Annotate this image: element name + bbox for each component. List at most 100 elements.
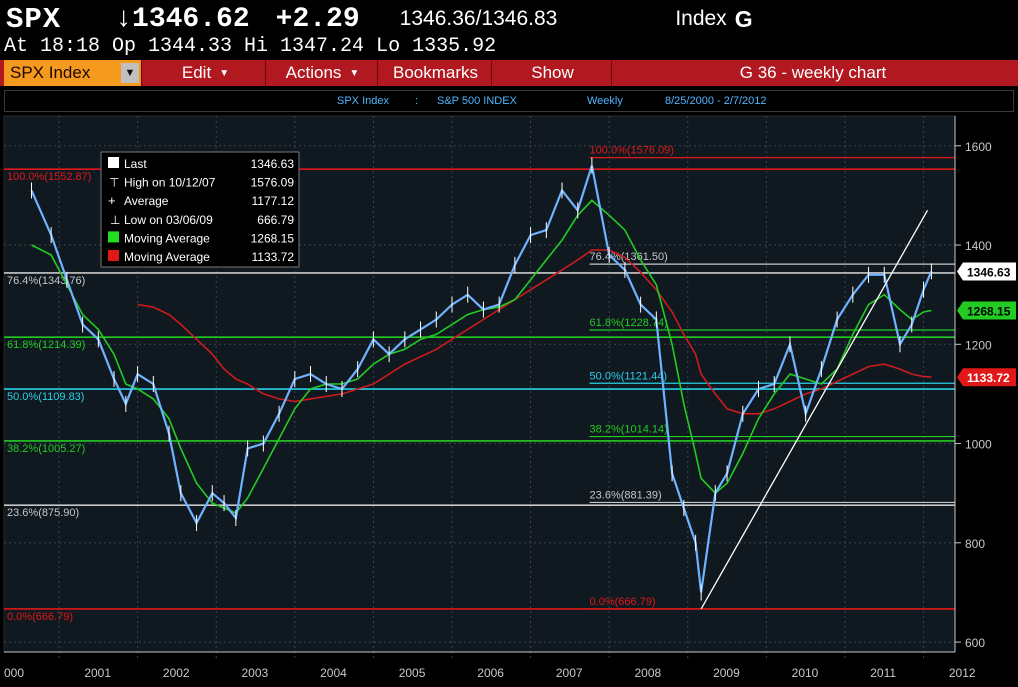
price-tick-label: 1200 (965, 338, 992, 352)
year-tick-label: 2008 (634, 666, 661, 680)
trend-line (700, 209, 929, 610)
value-tag: 1268.15 (957, 301, 1016, 320)
show-menu[interactable]: Show (494, 60, 612, 86)
fib-label-left: 38.2%(1005.27) (7, 443, 85, 455)
security-field-label: SPX Index (10, 63, 91, 82)
value-tag-label: 1133.72 (967, 371, 1010, 385)
fib-label-left: 100.0%(1552.87) (7, 171, 91, 183)
legend-value: 666.79 (257, 213, 294, 227)
fib-label-right: 100.0%(1576.09) (590, 145, 674, 157)
legend-label: Moving Average (124, 231, 210, 245)
legend: Last 1346.63 ⊤ High on 10/12/07 1576.09 + Aver… (100, 151, 300, 268)
security-field[interactable]: SPX Index ▼ (4, 60, 142, 86)
price-tick-label: 800 (965, 537, 985, 551)
fib-label-left: 76.4%(1343.76) (7, 275, 85, 287)
info-name: S&P 500 INDEX (437, 95, 517, 107)
legend-high-icon: ⊤ (109, 176, 119, 190)
show-menu-label: Show (531, 63, 574, 82)
value-tag-bg (957, 368, 1016, 387)
chevron-down-icon: ▼ (349, 67, 360, 79)
legend-value: 1576.09 (251, 176, 295, 190)
session-line: At 18:18 Op 1344.33 Hi 1347.24 Lo 1335.9… (4, 35, 497, 58)
price-change: +2.29 (275, 3, 360, 35)
year-tick-label: 2006 (477, 666, 504, 680)
legend-low-icon: ⊥ (110, 213, 120, 227)
legend-box (100, 151, 300, 268)
chart-title: G 36 - weekly chart (739, 63, 887, 82)
bookmarks-menu-label: Bookmarks (392, 63, 479, 82)
fib-label-right: 50.0%(1121.44) (590, 370, 667, 382)
legend-value: 1177.12 (252, 194, 295, 208)
info-range: 8/25/2000 - 2/7/2012 (665, 95, 767, 107)
fib-label-left: 23.6%(875.90) (7, 507, 79, 519)
legend-value: 1133.72 (252, 250, 295, 264)
price-chart[interactable]: 100.0%(1552.87) 76.4%(1343.76) 61.8%(1214.… (0, 112, 1018, 682)
moving-average-long-line (137, 249, 932, 415)
info-separator: : (415, 95, 419, 107)
year-tick-label: 2012 (949, 666, 976, 680)
chart-svg[interactable]: 100.0%(1552.87) 76.4%(1343.76) 61.8%(1214.… (0, 112, 1018, 682)
price-tick-label: 1600 (965, 140, 992, 154)
legend-swatch (108, 250, 119, 261)
chevron-down-icon: ▼ (219, 67, 230, 79)
quote-header: SPX ↓1346.62 +2.29 1346.36/1346.83 Index… (6, 2, 753, 36)
price-tick-label: 1400 (965, 239, 992, 253)
year-tick-label: 000 (4, 666, 24, 680)
fib-label-left: 50.0%(1109.83) (7, 391, 84, 403)
price-line (30, 165, 933, 593)
value-tag-bg (957, 301, 1016, 320)
year-tick-label: 2005 (399, 666, 426, 680)
value-tag-bg (957, 262, 1016, 281)
info-security: SPX Index (337, 95, 389, 107)
year-tick-label: 2007 (556, 666, 583, 680)
legend-value: 1346.63 (251, 157, 295, 171)
legend-label: High on 10/12/07 (124, 176, 216, 190)
fib-label-left: 0.0%(666.79) (7, 611, 73, 623)
price-axis: 600 800 1000 1200 1400 1600 (954, 116, 992, 652)
type-key: G (734, 5, 753, 32)
bid-ask: 1346.36/1346.83 (399, 7, 558, 30)
legend-swatch (108, 157, 119, 168)
year-tick-label: 2001 (84, 666, 111, 680)
fib-label-left: 61.8%(1214.39) (7, 339, 85, 351)
price-tick-label: 1000 (965, 438, 992, 452)
fib-label-right: 0.0%(666.79) (590, 596, 656, 608)
chart-title-field[interactable]: G 36 - weekly chart (614, 60, 1012, 86)
fib-label-right: 61.8%(1228.74) (590, 317, 668, 329)
actions-menu-label: Actions (285, 63, 342, 82)
value-tag: 1346.63 (957, 262, 1016, 281)
legend-label: Moving Average (124, 250, 210, 264)
legend-label: Last (124, 157, 147, 171)
legend-label: Low on 03/06/09 (124, 213, 213, 227)
legend-average-icon: + (108, 193, 116, 208)
toolbar: SPX Index ▼ Edit ▼ Actions ▼ Bookmarks Sho… (0, 60, 1018, 86)
year-tick-label: 2004 (320, 666, 347, 680)
info-period: Weekly (587, 95, 623, 107)
last-price: ↓1346.62 (115, 3, 250, 35)
moving-average-short-line (31, 199, 932, 514)
security-dropdown-icon[interactable]: ▼ (121, 63, 139, 83)
year-tick-label: 2009 (713, 666, 740, 680)
year-tick-label: 2003 (242, 666, 269, 680)
legend-swatch (108, 231, 119, 243)
edit-menu-label: Edit (181, 63, 212, 82)
price-points (31, 157, 932, 601)
value-tag: 1133.72 (957, 368, 1016, 387)
ticker-symbol: SPX (6, 2, 62, 36)
legend-label: Average (124, 194, 169, 208)
value-tag-label: 1346.63 (967, 266, 1011, 280)
type-label: Index (675, 7, 727, 30)
year-tick-label: 2002 (163, 666, 190, 680)
price-tick-label: 600 (965, 636, 985, 650)
legend-value: 1268.15 (251, 231, 295, 245)
chart-info-bar: SPX Index : S&P 500 INDEX Weekly 8/25/20… (4, 90, 1014, 112)
fib-label-right: 23.6%(881.39) (590, 489, 662, 501)
time-axis: 000 2001 2002 2003 2004 2005 2006 2007 2008 2009 2… (4, 651, 976, 680)
actions-menu[interactable]: Actions ▼ (268, 60, 378, 86)
value-tag-label: 1268.15 (967, 304, 1011, 318)
year-tick-label: 2010 (792, 666, 819, 680)
fib-label-right: 38.2%(1014.14) (590, 424, 668, 436)
edit-menu[interactable]: Edit ▼ (146, 60, 266, 86)
bookmarks-menu[interactable]: Bookmarks (380, 60, 492, 86)
year-tick-label: 2011 (870, 666, 896, 680)
